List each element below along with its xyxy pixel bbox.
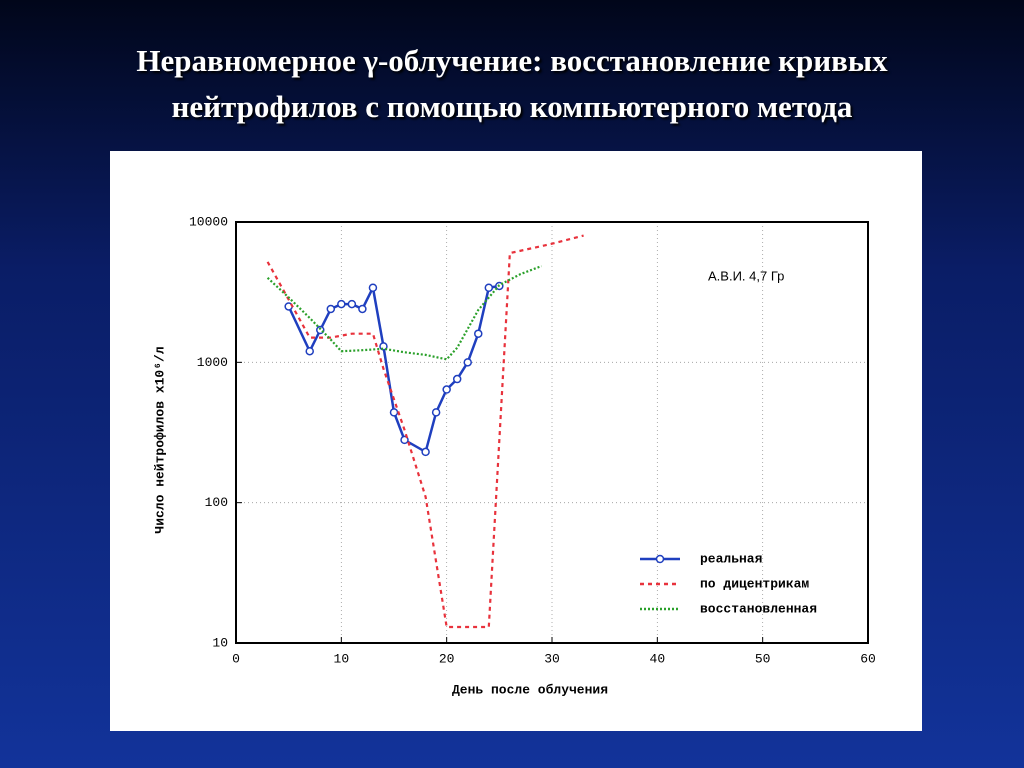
data-point [484,283,494,292]
series-line [266,234,584,629]
annotation: А.В.И. 4,7 Гр [708,268,784,283]
legend-label: по дицентрикам [700,576,809,591]
title-line: нейтрофилов с помощью компьютерного мето… [171,89,853,124]
legend-marker [655,554,665,564]
y-axis-title: Число нейтрофилов х10⁶/л [152,346,167,533]
y-tick-label: 10000 [189,214,228,229]
data-point [452,374,462,384]
x-tick-label: 10 [334,651,350,666]
legend-label: реальная [700,551,762,566]
y-tick-label: 100 [205,495,228,510]
data-point [431,408,441,417]
data-point [347,299,357,309]
x-axis-title: День после облучения [452,682,608,697]
x-tick-label: 20 [439,651,455,666]
data-point [463,358,472,367]
data-point [358,304,367,314]
x-tick-label: 60 [860,651,876,666]
data-point [305,346,314,356]
plot-frame [235,221,869,644]
x-tick-label: 50 [755,651,771,666]
slide-title: Неравномерное γ-облучение: восстановлени… [0,38,1024,130]
data-point [389,408,399,417]
title-line: Неравномерное γ-облучение: восстановлени… [136,43,888,78]
x-tick-label: 40 [650,651,666,666]
y-tick-label: 1000 [197,355,228,370]
y-tick-label: 10 [212,635,228,650]
data-point [442,385,451,394]
data-point [368,283,378,292]
legend-label: восстановленная [700,601,817,616]
data-point [474,329,483,338]
series-line [266,265,542,361]
x-tick-label: 30 [544,651,560,666]
chart-panel [110,151,922,731]
series-line [287,283,500,454]
data-point [326,304,336,314]
data-point [421,447,430,457]
x-tick-label: 0 [232,651,240,666]
data-point [337,299,346,309]
